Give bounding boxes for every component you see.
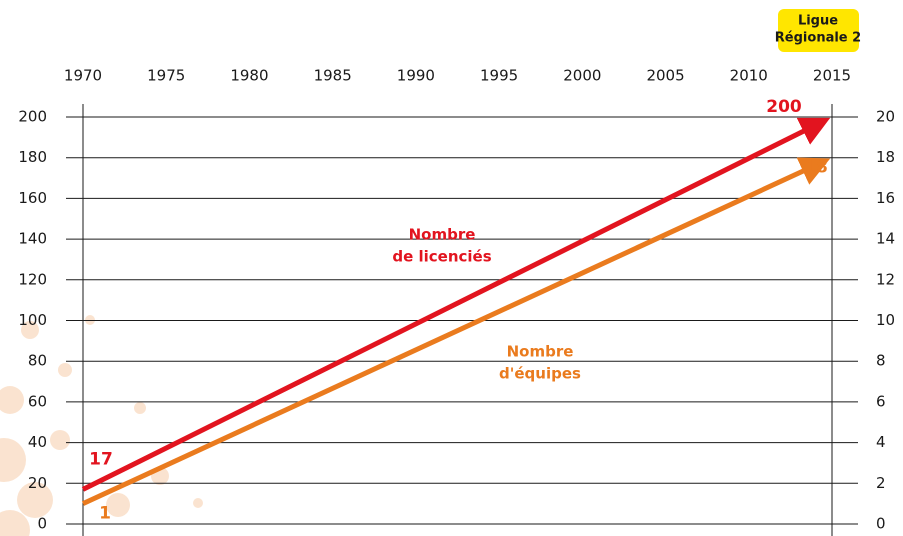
data-label: 17 [89, 449, 113, 469]
y2-tick-label: 12 [876, 270, 895, 288]
y2-tick-label: 16 [876, 189, 895, 207]
y-tick-label: 100 [18, 311, 47, 329]
y-tick-label: 180 [18, 148, 47, 166]
y-tick-label: 160 [18, 189, 47, 207]
y-tick-label: 120 [18, 270, 47, 288]
series-label: de licenciés [392, 248, 491, 266]
x-tick-label: 1970 [64, 67, 102, 85]
y-tick-label: 140 [18, 230, 47, 248]
y-tick-label: 200 [18, 108, 47, 126]
series-label: d'équipes [499, 365, 581, 383]
x-tick-label: 1990 [397, 67, 435, 85]
data-label: 18 [804, 158, 828, 178]
y-tick-label: 40 [28, 433, 47, 451]
series-label: Nombre [507, 343, 574, 361]
x-tick-label: 2005 [646, 67, 684, 85]
y2-tick-label: 2 [876, 474, 886, 492]
x-tick-label: 2015 [813, 67, 851, 85]
y2-tick-label: 10 [876, 311, 895, 329]
y2-tick-label: 4 [876, 433, 886, 451]
y2-tick-label: 18 [876, 148, 895, 166]
y2-tick-label: 14 [876, 230, 895, 248]
y2-tick-label: 0 [876, 515, 886, 533]
data-label: 200 [766, 97, 802, 117]
y2-tick-label: 8 [876, 352, 886, 370]
y-tick-label: 20 [28, 474, 47, 492]
data-label: 1 [99, 504, 111, 524]
x-tick-label: 2010 [730, 67, 768, 85]
chart: LigueRégionale 2020406080100120140160180… [0, 0, 903, 536]
x-tick-label: 1980 [230, 67, 268, 85]
x-tick-label: 1985 [314, 67, 352, 85]
x-tick-label: 1975 [147, 67, 185, 85]
chart-title: Régionale 2 [775, 31, 861, 46]
chart-title: Ligue [798, 14, 838, 29]
x-tick-label: 1995 [480, 67, 518, 85]
x-tick-label: 2000 [563, 67, 601, 85]
y2-tick-label: 6 [876, 392, 886, 410]
y-tick-label: 60 [28, 392, 47, 410]
y-tick-label: 0 [37, 515, 47, 533]
y-tick-label: 80 [28, 352, 47, 370]
series-label: Nombre [409, 226, 476, 244]
series-line [83, 122, 821, 489]
y2-tick-label: 20 [876, 108, 895, 126]
series-line [83, 163, 821, 504]
